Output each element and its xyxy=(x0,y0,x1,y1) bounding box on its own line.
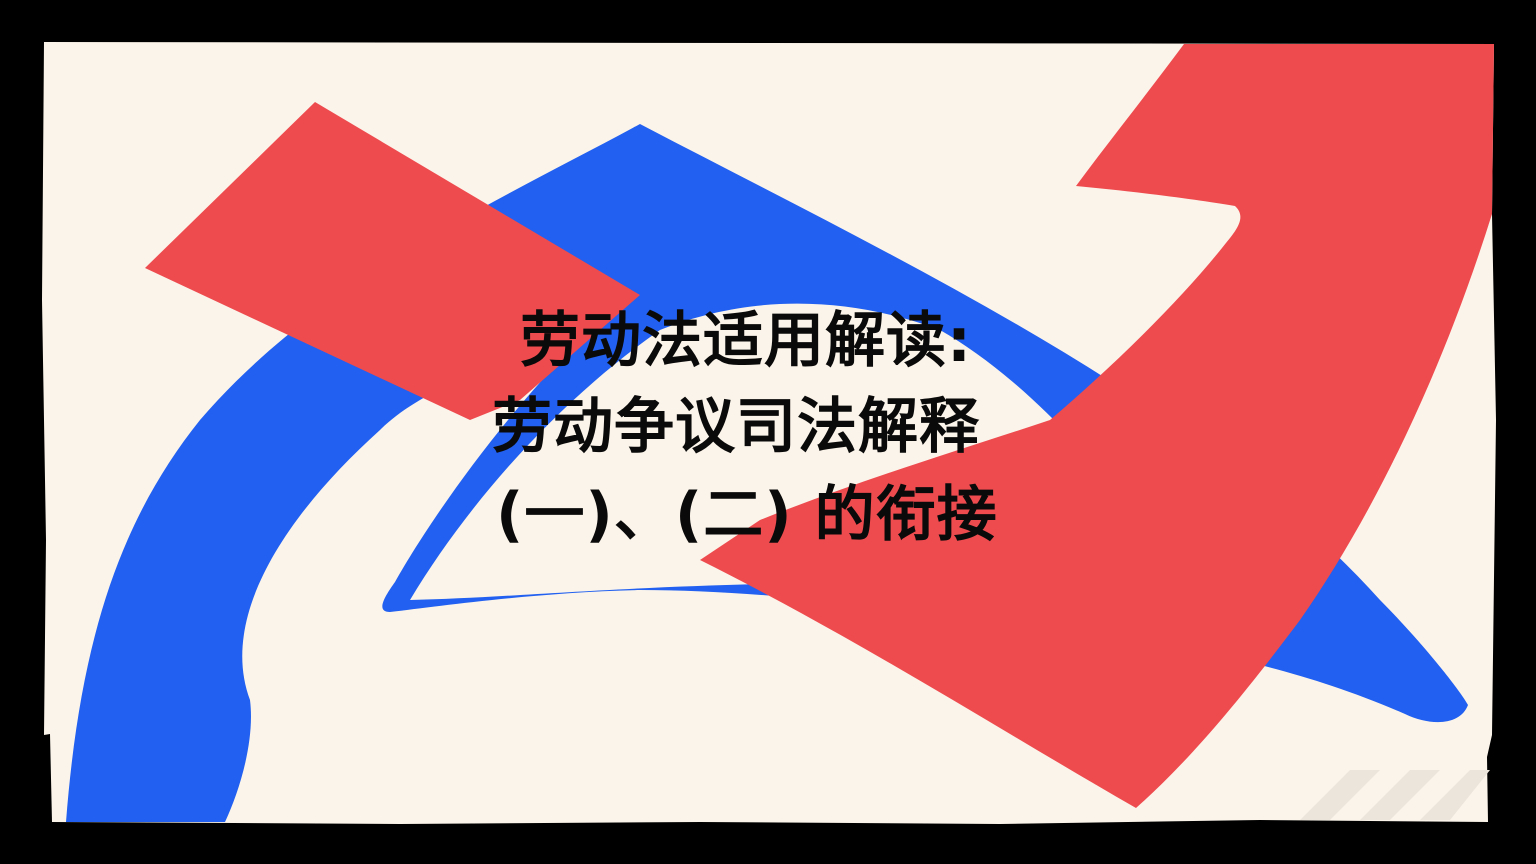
title-line-2: 劳动争议司法解释 xyxy=(492,392,980,462)
title-line-3: (一)、(二) 的衔接 xyxy=(496,480,998,550)
title-line-1: 劳动法适用解读: xyxy=(520,306,972,376)
slide-title: 劳动法适用解读: 劳动争议司法解释 (一)、(二) 的衔接 xyxy=(480,306,1060,556)
corner-stripes xyxy=(1300,770,1490,820)
red-ribbon-main-shape xyxy=(700,44,1494,808)
red-ribbon-left-shape xyxy=(145,102,640,420)
